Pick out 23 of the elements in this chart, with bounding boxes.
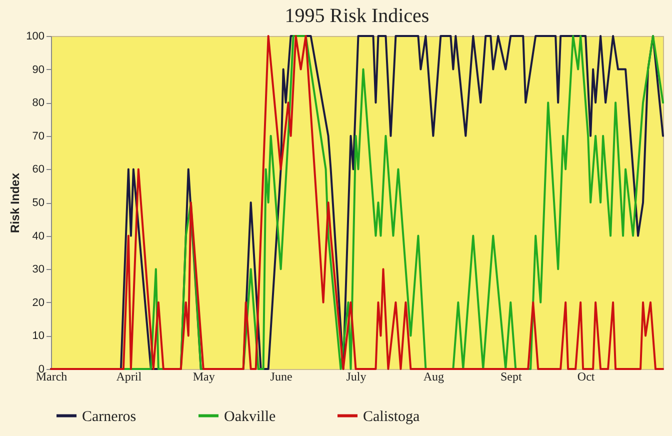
y-tick-label: 10 [32,330,44,342]
y-axis-title: Risk Index [8,172,22,234]
x-tick-label: April [116,370,142,384]
y-tick-label: 60 [32,164,44,176]
legend-label: Calistoga [363,408,420,425]
x-tick-label: Oct [577,370,596,384]
x-tick-label: July [346,370,366,384]
chart-title: 1995 Risk Indices [284,5,430,27]
legend-label: Carneros [82,408,136,425]
y-tick-label: 50 [32,197,44,209]
y-tick-label: 90 [32,64,44,76]
x-tick-label: Sept [500,370,522,384]
x-tick-label: June [270,370,292,384]
y-tick-label: 30 [32,264,44,276]
x-tick-label: Aug [423,370,444,384]
y-tick-label: 40 [32,230,44,242]
y-tick-label: 20 [32,296,44,309]
y-tick-label: 100 [26,30,44,42]
line-series [50,35,664,370]
y-tick-label: 70 [32,130,44,142]
y-tick-label: 80 [32,97,44,110]
legend-label: Oakville [224,408,276,425]
x-tick-label: May [192,370,215,384]
